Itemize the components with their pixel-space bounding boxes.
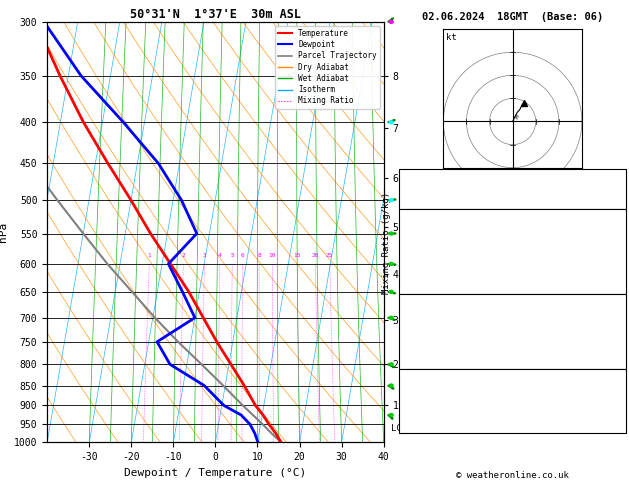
Text: 0: 0 bbox=[617, 358, 623, 368]
Text: 25: 25 bbox=[326, 253, 333, 258]
Text: 0: 0 bbox=[617, 283, 623, 293]
Text: Totals Totals: Totals Totals bbox=[403, 188, 479, 197]
Text: 1: 1 bbox=[148, 253, 152, 258]
Text: LCL: LCL bbox=[391, 423, 407, 433]
Text: 3: 3 bbox=[203, 253, 206, 258]
Text: θₑ (K): θₑ (K) bbox=[403, 319, 438, 329]
Text: © weatheronline.co.uk: © weatheronline.co.uk bbox=[456, 471, 569, 480]
Text: 26: 26 bbox=[611, 188, 623, 197]
Text: 11: 11 bbox=[611, 332, 623, 342]
Text: 308: 308 bbox=[605, 245, 623, 256]
Text: 11: 11 bbox=[611, 258, 623, 268]
Text: StmSpd (kt): StmSpd (kt) bbox=[403, 421, 467, 431]
Text: StmDir: StmDir bbox=[403, 408, 438, 418]
Text: 6: 6 bbox=[241, 253, 245, 258]
Text: 0: 0 bbox=[617, 270, 623, 280]
X-axis label: Dewpoint / Temperature (°C): Dewpoint / Temperature (°C) bbox=[125, 468, 306, 478]
Text: Mixing Ratio (g/kg): Mixing Ratio (g/kg) bbox=[382, 192, 391, 294]
Legend: Temperature, Dewpoint, Parcel Trajectory, Dry Adiabat, Wet Adiabat, Isotherm, Mi: Temperature, Dewpoint, Parcel Trajectory… bbox=[276, 26, 380, 108]
Text: Surface: Surface bbox=[492, 211, 533, 221]
Text: 15: 15 bbox=[293, 253, 301, 258]
Text: kt: kt bbox=[446, 34, 457, 42]
Text: Pressure (mb): Pressure (mb) bbox=[403, 306, 479, 316]
Text: 8: 8 bbox=[257, 253, 261, 258]
Text: Most Unstable: Most Unstable bbox=[474, 296, 551, 306]
Text: CAPE (J): CAPE (J) bbox=[403, 345, 450, 355]
Text: 20: 20 bbox=[311, 253, 319, 258]
Text: Hodograph: Hodograph bbox=[486, 371, 539, 382]
Title: 50°31'N  1°37'E  30m ASL: 50°31'N 1°37'E 30m ASL bbox=[130, 8, 301, 21]
Text: K: K bbox=[403, 174, 408, 184]
Text: θₑ(K): θₑ(K) bbox=[403, 245, 432, 256]
Text: 1022: 1022 bbox=[599, 306, 623, 316]
Text: Temp (°C): Temp (°C) bbox=[403, 221, 455, 231]
Text: Lifted Index: Lifted Index bbox=[403, 258, 473, 268]
Text: -0: -0 bbox=[611, 174, 623, 184]
Text: CAPE (J): CAPE (J) bbox=[403, 270, 450, 280]
Text: EH: EH bbox=[403, 382, 415, 392]
Text: 2: 2 bbox=[182, 253, 186, 258]
Text: CIN (J): CIN (J) bbox=[403, 283, 443, 293]
Text: 10: 10 bbox=[269, 253, 276, 258]
Text: -6: -6 bbox=[611, 382, 623, 392]
Y-axis label: km
ASL: km ASL bbox=[415, 221, 432, 243]
Text: Lifted Index: Lifted Index bbox=[403, 332, 473, 342]
Text: 02.06.2024  18GMT  (Base: 06): 02.06.2024 18GMT (Base: 06) bbox=[422, 12, 603, 22]
Text: SREH: SREH bbox=[403, 395, 426, 405]
Text: Dewp (°C): Dewp (°C) bbox=[403, 233, 455, 243]
Text: 0: 0 bbox=[617, 345, 623, 355]
Text: CIN (J): CIN (J) bbox=[403, 358, 443, 368]
Y-axis label: hPa: hPa bbox=[0, 222, 8, 242]
Text: PW (cm): PW (cm) bbox=[403, 201, 443, 210]
Text: 36°: 36° bbox=[605, 408, 623, 418]
Text: 4: 4 bbox=[218, 253, 222, 258]
Text: 5: 5 bbox=[230, 253, 234, 258]
Text: 1.44: 1.44 bbox=[599, 201, 623, 210]
Text: 308: 308 bbox=[605, 319, 623, 329]
Text: 14: 14 bbox=[611, 421, 623, 431]
Text: -1: -1 bbox=[611, 395, 623, 405]
Text: 10.1: 10.1 bbox=[599, 233, 623, 243]
Text: 15.6: 15.6 bbox=[599, 221, 623, 231]
